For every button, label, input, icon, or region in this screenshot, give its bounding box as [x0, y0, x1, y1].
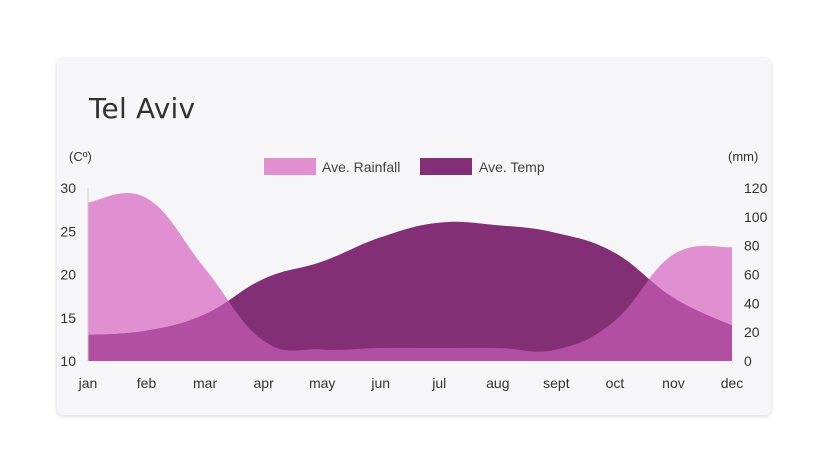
x-tick-label: oct: [606, 375, 625, 391]
series-area-temp[interactable]: [88, 221, 732, 361]
right-axis-ticks: 120 100 80 60 40 20 0: [744, 180, 768, 369]
x-tick-label: aug: [486, 375, 509, 391]
left-tick-label: 10: [60, 353, 76, 369]
right-tick-label: 120: [744, 180, 768, 196]
right-tick-label: 100: [744, 209, 768, 225]
left-axis-unit: (Cº): [69, 149, 92, 164]
x-tick-label: dec: [721, 375, 744, 391]
legend: Ave. Rainfall Ave. Temp: [264, 158, 545, 175]
x-tick-label: apr: [254, 375, 275, 391]
right-tick-label: 60: [744, 267, 760, 283]
right-tick-label: 80: [744, 238, 760, 254]
x-tick-label: may: [309, 375, 335, 391]
right-tick-label: 40: [744, 295, 760, 311]
chart-title: Tel Aviv: [89, 92, 196, 125]
x-axis-ticks: jan feb mar apr may jun jul aug sept oct nov dec: [78, 375, 744, 391]
x-tick-label: jun: [370, 375, 390, 391]
left-tick-label: 25: [60, 223, 76, 239]
legend-swatch-temp[interactable]: [420, 158, 472, 175]
legend-label-rainfall[interactable]: Ave. Rainfall: [322, 159, 400, 175]
right-tick-label: 20: [744, 324, 760, 340]
right-tick-label: 0: [744, 353, 752, 369]
x-tick-label: nov: [662, 375, 685, 391]
left-tick-label: 30: [60, 180, 76, 196]
x-tick-label: sept: [543, 375, 570, 391]
plot-areas: [88, 192, 732, 361]
legend-label-temp[interactable]: Ave. Temp: [479, 159, 545, 175]
x-tick-label: jul: [431, 375, 446, 391]
left-tick-label: 20: [60, 267, 76, 283]
x-tick-label: jan: [78, 375, 98, 391]
x-tick-label: feb: [137, 375, 157, 391]
right-axis-unit: (mm): [728, 149, 758, 164]
x-tick-label: mar: [193, 375, 217, 391]
left-axis-ticks: 30 25 20 15 10: [60, 180, 76, 369]
legend-swatch-rainfall[interactable]: [264, 158, 316, 175]
left-tick-label: 15: [60, 310, 76, 326]
